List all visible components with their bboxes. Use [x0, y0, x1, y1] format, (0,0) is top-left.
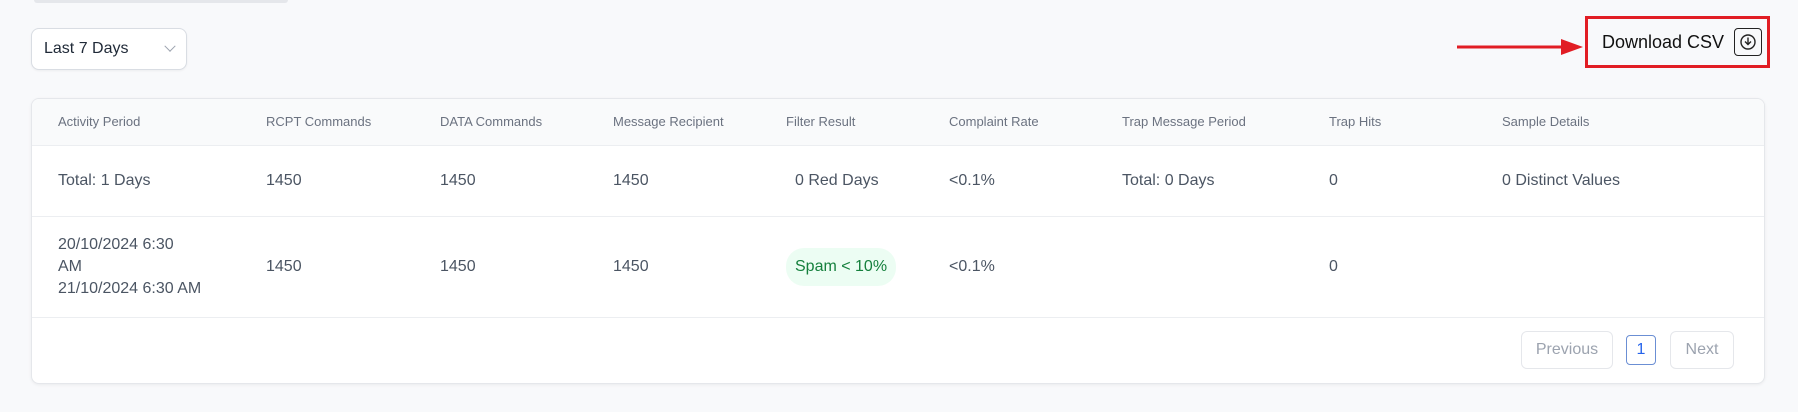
download-csv-label: Download CSV: [1602, 31, 1725, 52]
col-sample-details: Sample Details: [1502, 114, 1590, 129]
summary-sample-details: 0 Distinct Values: [1502, 171, 1620, 189]
row-recipient: 1450: [613, 257, 649, 275]
download-circle-icon: [1734, 28, 1763, 56]
summary-filter-result: 0 Red Days: [795, 171, 879, 189]
col-activity-period: Activity Period: [58, 114, 141, 129]
period-start-line2: AM: [58, 257, 82, 275]
summary-activity-period: Total: 1 Days: [58, 171, 151, 189]
row-activity-period: 20/10/2024 6:30 AM 21/10/2024 6:30 AM: [58, 234, 218, 300]
period-end: 21/10/2024 6:30 AM: [58, 279, 202, 297]
summary-data: 1450: [440, 171, 476, 189]
row-data: 1450: [440, 257, 476, 275]
col-filter-result: Filter Result: [786, 114, 856, 129]
col-data-commands: DATA Commands: [440, 114, 543, 129]
summary-trap-hits: 0: [1329, 171, 1338, 189]
col-trap-message-period: Trap Message Period: [1122, 114, 1246, 129]
summary-row: Total: 1 Days 1450 1450 1450 0 Red Days …: [32, 145, 1764, 217]
summary-recipient: 1450: [613, 171, 649, 189]
page-1-button[interactable]: 1: [1626, 335, 1656, 365]
col-trap-hits: Trap Hits: [1329, 114, 1382, 129]
summary-complaint-rate: <0.1%: [949, 171, 995, 189]
col-rcpt-commands: RCPT Commands: [266, 114, 372, 129]
report-table-card: Activity Period RCPT Commands DATA Comma…: [31, 98, 1765, 384]
chevron-down-icon: [164, 40, 176, 52]
row-complaint-rate: <0.1%: [949, 257, 995, 275]
period-start-line1: 20/10/2024 6:30: [58, 235, 174, 253]
next-page-button[interactable]: Next: [1670, 331, 1734, 369]
summary-rcpt: 1450: [266, 171, 302, 189]
previous-page-button[interactable]: Previous: [1521, 331, 1613, 369]
annotation-arrow: [1457, 39, 1583, 55]
download-csv-button[interactable]: Download CSV: [1585, 16, 1770, 68]
col-message-recipient: Message Recipient: [613, 114, 724, 129]
row-rcpt: 1450: [266, 257, 302, 275]
col-complaint-rate: Complaint Rate: [949, 114, 1039, 129]
table-header: Activity Period RCPT Commands DATA Comma…: [32, 99, 1764, 146]
date-range-select[interactable]: Last 7 Days: [31, 28, 187, 70]
row-trap-hits: 0: [1329, 257, 1338, 275]
table-row: 20/10/2024 6:30 AM 21/10/2024 6:30 AM 14…: [32, 216, 1764, 318]
summary-trap-period: Total: 0 Days: [1122, 171, 1215, 189]
filter-result-badge: Spam < 10%: [786, 247, 897, 286]
date-range-value: Last 7 Days: [44, 40, 129, 57]
top-tab-sliver: [34, 0, 288, 3]
